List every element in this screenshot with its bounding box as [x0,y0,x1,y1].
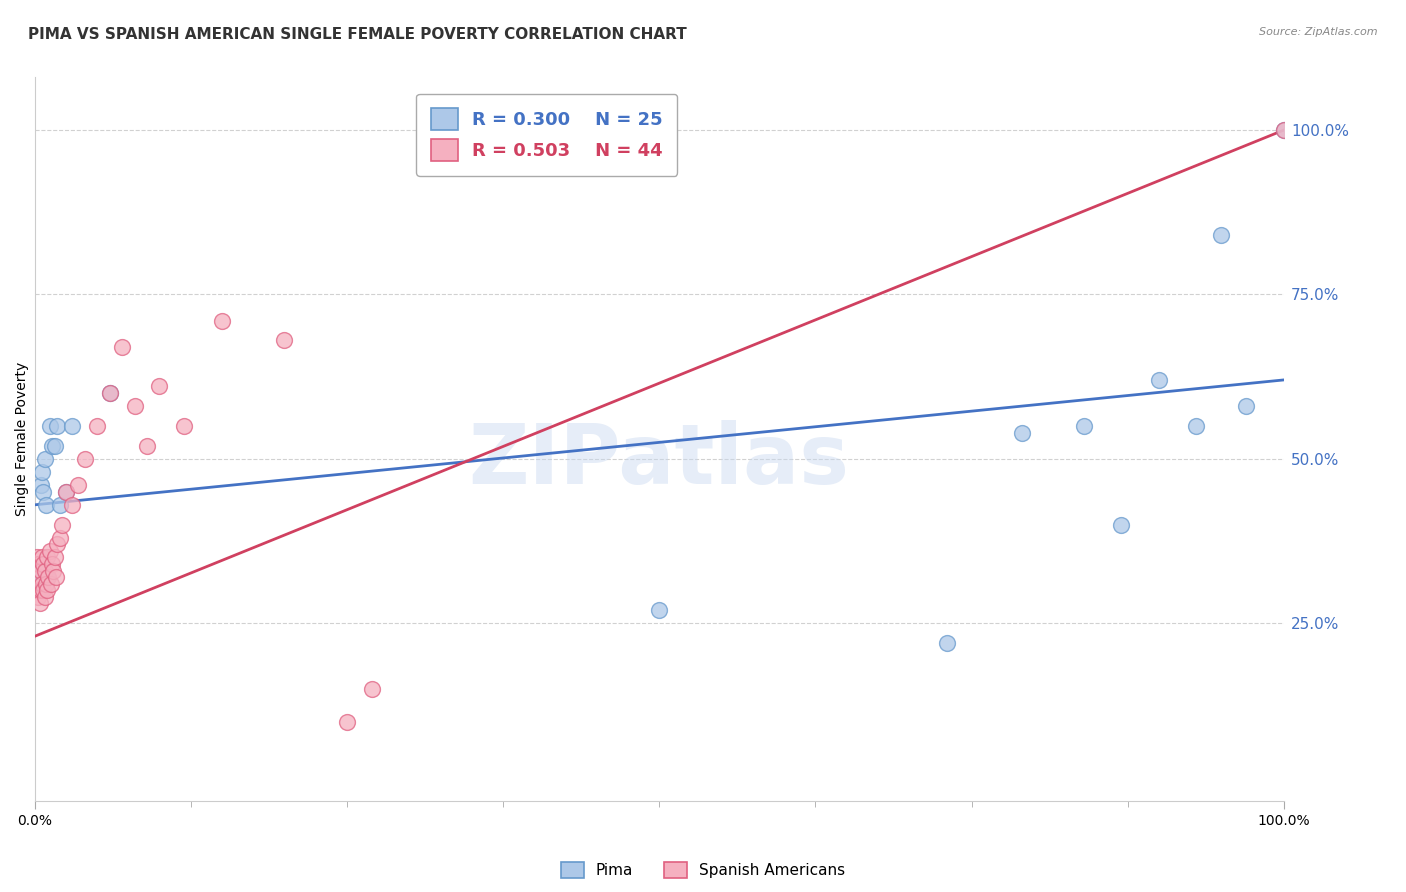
Point [73,451,96,466]
Point [38,544,60,558]
Point [273,334,295,348]
Point [98,386,121,401]
Point [32,484,55,499]
Point [173,419,195,434]
Point [1211,228,1233,243]
Point [48,531,70,545]
Point [46,419,69,434]
Point [31,465,53,479]
Legend: Pima, Spanish Americans: Pima, Spanish Americans [555,856,851,884]
Point [67,478,90,492]
Point [55,484,77,499]
Point [35,576,58,591]
Point [41,439,63,453]
Point [44,550,66,565]
Point [111,340,134,354]
Point [35,550,58,565]
Point [25,583,48,598]
Point [27,557,49,571]
Point [1073,419,1095,434]
Point [34,590,56,604]
Point [31,550,53,565]
Point [30,564,52,578]
Point [1111,517,1133,532]
Point [1011,425,1033,440]
Y-axis label: Single Female Poverty: Single Female Poverty [15,362,30,516]
Point [42,564,65,578]
Point [136,439,159,453]
Point [648,603,671,617]
Point [30,478,52,492]
Point [37,570,59,584]
Point [935,636,957,650]
Point [34,564,56,578]
Point [124,399,146,413]
Point [98,386,121,401]
Text: Source: ZipAtlas.com: Source: ZipAtlas.com [1260,27,1378,37]
Point [35,570,58,584]
Point [86,419,108,434]
Point [24,583,46,598]
Point [39,576,62,591]
Point [35,498,58,512]
Text: ZIPatlas: ZIPatlas [468,420,849,501]
Point [1234,399,1257,413]
Point [25,550,48,565]
Point [45,570,67,584]
Point [34,451,56,466]
Point [55,484,77,499]
Point [51,517,73,532]
Point [1272,123,1295,137]
Point [1272,123,1295,137]
Point [1185,419,1208,434]
Point [27,564,49,578]
Point [41,557,63,571]
Point [31,576,53,591]
Point [28,597,51,611]
Point [1147,373,1170,387]
Point [44,439,66,453]
Point [27,590,49,604]
Point [28,570,51,584]
Point [360,681,382,696]
Point [30,583,52,598]
Point [35,583,58,598]
Point [38,419,60,434]
Text: PIMA VS SPANISH AMERICAN SINGLE FEMALE POVERTY CORRELATION CHART: PIMA VS SPANISH AMERICAN SINGLE FEMALE P… [28,27,688,42]
Point [46,537,69,551]
Point [211,314,233,328]
Point [32,557,55,571]
Point [60,419,83,434]
Point [48,498,70,512]
Point [148,379,170,393]
Point [60,498,83,512]
Point [336,714,359,729]
Point [32,583,55,598]
Legend: R = 0.300    N = 25, R = 0.503    N = 44: R = 0.300 N = 25, R = 0.503 N = 44 [416,94,678,176]
